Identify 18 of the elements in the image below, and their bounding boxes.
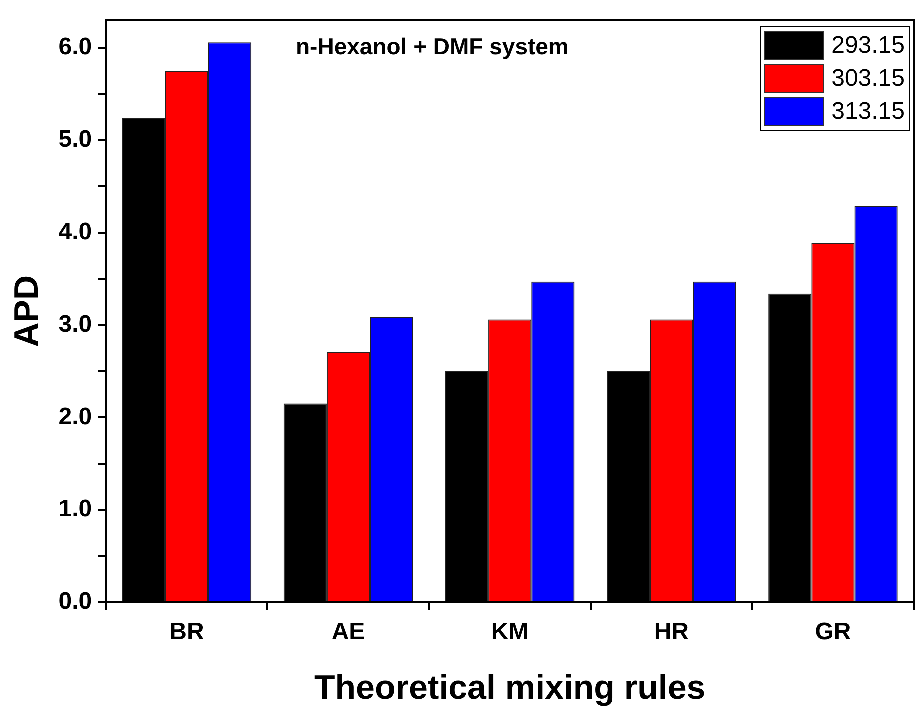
legend-label: 313.15: [832, 98, 905, 126]
y-tick-label: 6.0: [58, 34, 92, 61]
x-tick-label: HR: [654, 618, 689, 646]
y-tick-label: 3.0: [58, 310, 92, 338]
text: n-Hexanol + DMF system: [296, 34, 569, 60]
legend-label: 293.15: [832, 32, 905, 60]
y-tick-label: 2.0: [58, 403, 92, 430]
x-tick-label: GR: [815, 618, 852, 646]
x-tick-label: BR: [170, 618, 204, 646]
legend-label: 303.15: [832, 64, 905, 93]
y-tick-label: 0.0: [58, 588, 92, 616]
y-tick-label: 1.0: [58, 496, 92, 523]
y-tick-label: 5.0: [58, 126, 92, 154]
y-axis-title: APD: [8, 276, 46, 348]
x-tick-label: AE: [332, 618, 366, 646]
x-tick-label: KM: [491, 618, 529, 646]
x-axis-title: Theoretical mixing rules: [314, 668, 706, 707]
y-tick-label: 4.0: [58, 218, 92, 246]
